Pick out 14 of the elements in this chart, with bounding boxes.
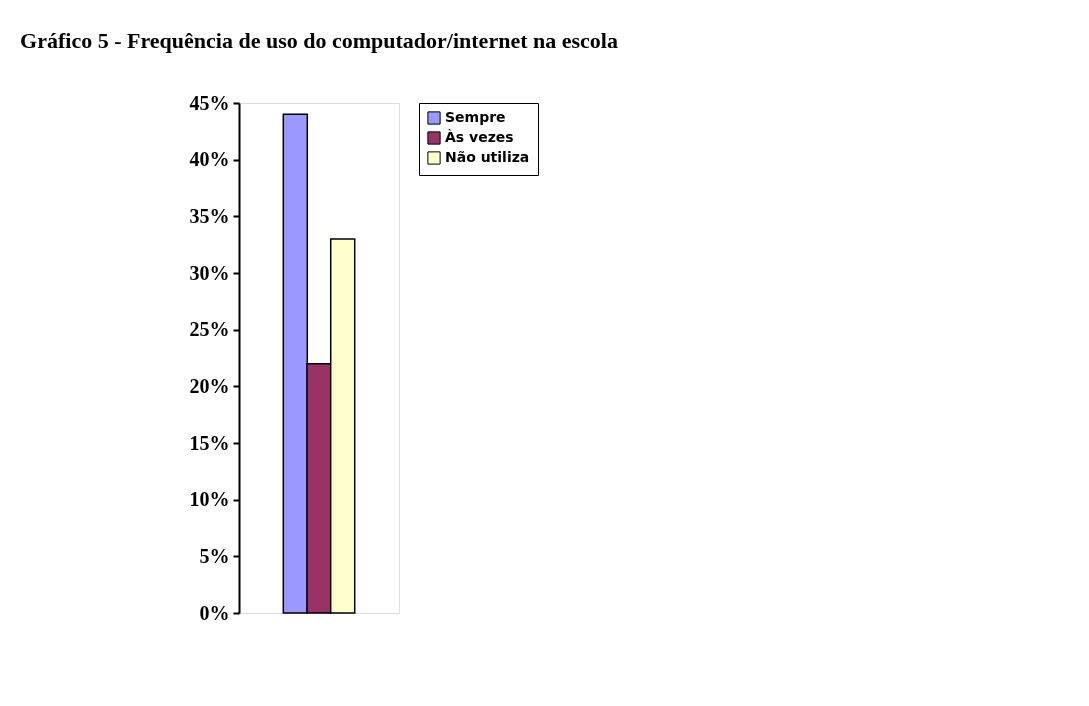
legend-label: Não utiliza [445,149,530,165]
y-tick-label: 25% [189,318,230,341]
chart-title: Gráfico 5 - Frequência de uso do computador/internet na escola [20,28,618,53]
y-tick-label: 10% [189,488,230,511]
y-tick-label: 0% [199,601,230,624]
y-tick-label: 35% [189,204,230,227]
legend-label: Às vezes [445,129,514,145]
y-tick-label: 5% [199,544,230,567]
legend-label: Sempre [445,109,506,125]
y-tick-label: 30% [189,261,230,284]
y-tick-label: 45% [189,91,230,114]
y-tick-label: 15% [189,431,230,454]
y-tick-label: 20% [189,374,230,397]
y-tick-label: 40% [189,148,230,171]
